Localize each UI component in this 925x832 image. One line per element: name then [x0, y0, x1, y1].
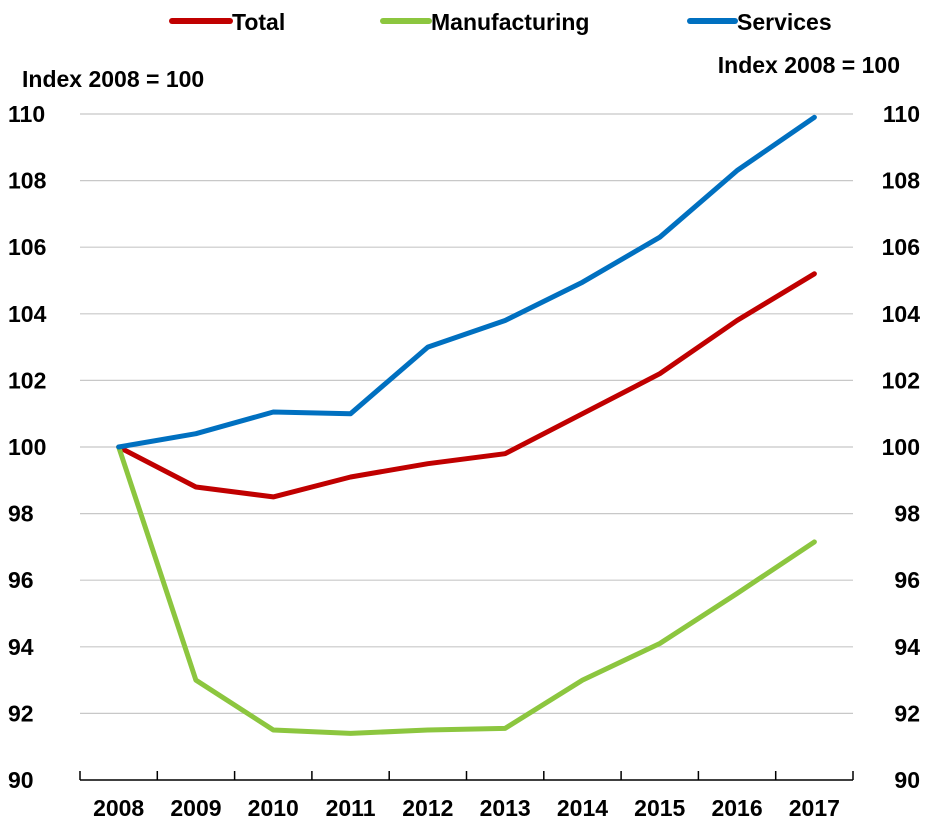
legend-label-total: Total	[232, 9, 285, 35]
y-tick-label-left: 110	[8, 101, 45, 127]
series-line-services	[116, 114, 817, 450]
y-tick-label-left: 100	[8, 434, 46, 460]
legend-label-manufacturing: Manufacturing	[431, 9, 589, 35]
y-tick-label-right: 94	[894, 634, 920, 660]
axes: 90 90 92 92 94 94 96 96 98 98 100 100 102 102 104 104 10…	[8, 101, 920, 821]
gridlines	[80, 113, 853, 715]
series-line-manufacturing	[116, 444, 817, 736]
x-tick-label: 2016	[711, 795, 762, 821]
y-tick-label-left: 90	[8, 767, 34, 793]
y-tick-label-left: 96	[8, 567, 34, 593]
y-tick-label-right: 110	[883, 101, 920, 127]
x-tick-label: 2009	[170, 795, 221, 821]
y-tick-label-right: 104	[882, 301, 921, 327]
x-tick-label: 2013	[480, 795, 531, 821]
series-line-total	[116, 271, 817, 500]
series-lines	[116, 114, 817, 736]
x-tick-label: 2014	[557, 795, 608, 821]
y-tick-label-right: 106	[882, 234, 920, 260]
legend-label-services: Services	[737, 9, 832, 35]
y-tick-label-right: 98	[894, 501, 920, 527]
x-tick-label: 2012	[402, 795, 453, 821]
legend: Total Manufacturing Services	[169, 9, 832, 35]
x-tick-label: 2008	[93, 795, 144, 821]
y-tick-label-left: 102	[8, 367, 46, 393]
y-tick-label-right: 96	[894, 567, 920, 593]
y-tick-label-left: 98	[8, 501, 34, 527]
y-tick-label-right: 108	[882, 168, 921, 194]
y-tick-label-right: 92	[894, 700, 920, 726]
x-tick-label: 2015	[634, 795, 685, 821]
y-tick-label-right: 90	[894, 767, 920, 793]
y-tick-label-right: 102	[882, 367, 920, 393]
x-tick-label: 2017	[789, 795, 840, 821]
y-tick-label-left: 92	[8, 700, 34, 726]
y-tick-label-right: 100	[882, 434, 920, 460]
x-tick-label: 2010	[248, 795, 299, 821]
y-axis-unit-left: Index 2008 = 100	[22, 66, 204, 92]
y-axis-unit-right: Index 2008 = 100	[718, 52, 900, 78]
y-tick-label-left: 104	[8, 301, 47, 327]
y-tick-label-left: 106	[8, 234, 46, 260]
x-tick-label: 2011	[326, 795, 376, 821]
y-tick-label-left: 94	[8, 634, 34, 660]
y-tick-label-left: 108	[8, 168, 47, 194]
